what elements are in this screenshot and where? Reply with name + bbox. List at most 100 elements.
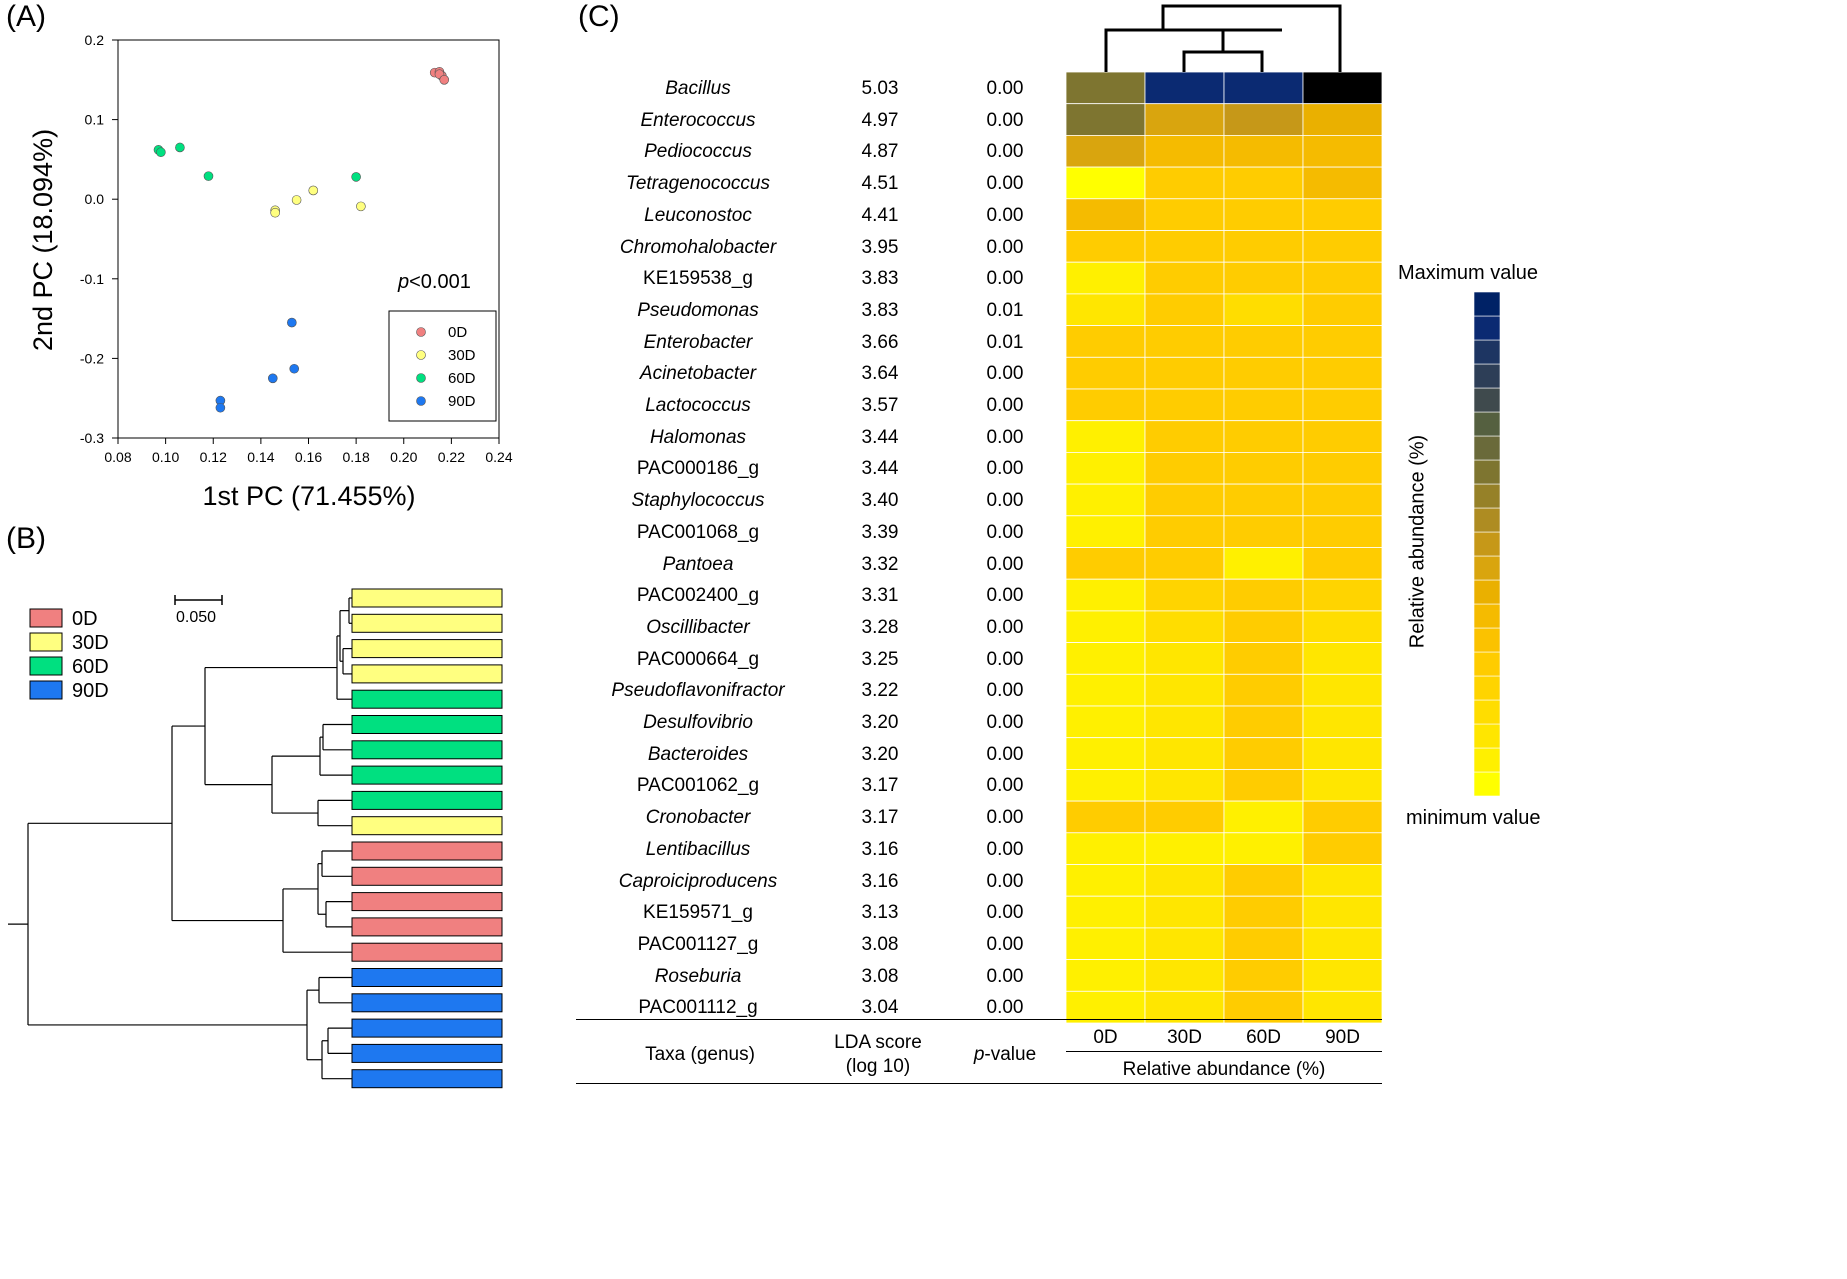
tree-leaf-60D	[351, 740, 503, 760]
pca-x-axis-label: 1st PC (71.455%)	[202, 481, 415, 511]
lda-score: 3.16	[861, 870, 899, 892]
lda-score: 3.44	[861, 458, 899, 480]
heatmap-cell	[1144, 800, 1225, 834]
heatmap-cell	[1144, 483, 1225, 517]
pca-scatter-chart: 0.08 0.10 0.12 0.14 0.16 0.18 0.20 0.22 0.24 0.2…	[28, 32, 513, 511]
lda-score: 3.83	[861, 299, 899, 321]
p-value: 0.00	[986, 490, 1024, 512]
taxon-label: Desulfovibrio	[643, 712, 753, 733]
p-value: 0.00	[986, 141, 1024, 163]
heatmap-cell	[1144, 166, 1225, 200]
heatmap-cell	[1223, 959, 1304, 992]
p-value: 0.00	[986, 712, 1024, 733]
scale-swatch	[1474, 315, 1500, 341]
tree-leaf-30D	[351, 588, 503, 608]
taxon-label: Bacteroides	[647, 743, 749, 765]
heatmap-cell	[1144, 927, 1225, 961]
pca-legend-label-90D: 90D	[448, 393, 476, 410]
taxon-label: Cronobacter	[645, 807, 751, 829]
lda-score: 3.40	[861, 490, 899, 512]
pca-p-value: p<0.001	[397, 271, 471, 293]
heatmap-cell	[1066, 864, 1146, 897]
taxon-label: KE159571_g	[643, 902, 753, 924]
heatmap-cell	[1302, 198, 1382, 231]
heatmap-cell	[1302, 483, 1382, 517]
lda-score: 3.08	[861, 933, 899, 955]
tree-leaf-90D	[351, 968, 503, 987]
p-value: 0.00	[986, 680, 1024, 702]
heatmap-cell	[1144, 959, 1225, 992]
heatmap-cell	[1302, 895, 1382, 929]
lda-score: 4.51	[861, 173, 899, 195]
heatmap-cell	[1302, 800, 1382, 834]
heatmap-cell	[1223, 72, 1304, 105]
tree-leaf-0D	[351, 841, 503, 861]
tree-leaf-60D	[351, 790, 503, 810]
pca-legend-box	[388, 310, 497, 422]
lda-score: 4.97	[861, 109, 899, 131]
scale-swatch	[1474, 292, 1500, 317]
lda-score: 3.25	[861, 648, 899, 670]
pca-x-tick-label: 0.16	[295, 449, 322, 465]
heatmap-cell	[1144, 705, 1225, 739]
heatmap-grid	[1066, 72, 1382, 1024]
heatmap-cell	[1144, 578, 1225, 612]
scale-swatch	[1474, 675, 1500, 701]
p-value: 0.00	[986, 616, 1024, 638]
heatmap-cell	[1223, 737, 1304, 770]
p-value: 0.00	[986, 965, 1024, 987]
taxon-label: PAC001068_g	[636, 521, 760, 543]
p-value: 0.00	[986, 870, 1024, 892]
tree-leaf-0D	[351, 942, 503, 962]
pca-x-tick-label: 0.22	[438, 449, 465, 465]
p-value: 0.00	[986, 173, 1024, 195]
tree-leaf-90D	[351, 1043, 503, 1063]
scale-swatch	[1474, 579, 1500, 605]
heatmap-cell	[1223, 356, 1304, 390]
heatmap-cell	[1066, 420, 1146, 453]
taxon-label: KE159538_g	[643, 268, 753, 290]
pca-legend-marker-90D	[416, 396, 426, 406]
taxon-label: Caproiciproducens	[618, 870, 778, 892]
heatmap-cell	[1066, 895, 1146, 929]
heatmap-cell	[1302, 166, 1382, 200]
heatmap-cell	[1066, 293, 1146, 326]
heatmap-cell	[1066, 483, 1146, 517]
scale-max-label: Maximum value	[1398, 262, 1539, 284]
pca-point-60D	[203, 171, 214, 181]
tree-leaf-30D	[351, 613, 503, 633]
heatmap-cell	[1223, 895, 1304, 929]
table-top-rule	[576, 1019, 1382, 1020]
lda-score: 3.04	[861, 997, 899, 1019]
scale-swatch	[1474, 555, 1500, 581]
tree-leaf-0D	[351, 917, 503, 937]
header-lda-line1: LDA score	[834, 1032, 922, 1053]
heatmap-cell	[1066, 927, 1146, 961]
heatmap-cell	[1223, 800, 1304, 834]
pca-y-tick-label: -0.3	[80, 430, 104, 446]
panel-label-a: (A)	[6, 0, 46, 33]
scale-swatch	[1474, 483, 1500, 509]
tree-leaf-90D	[351, 1069, 503, 1089]
lda-score: 5.03	[861, 78, 899, 99]
lda-score: 3.20	[861, 743, 899, 765]
lda-score: 3.20	[861, 712, 899, 733]
heatmap-cell	[1223, 864, 1304, 897]
heatmap-cell	[1302, 547, 1382, 580]
heatmap-cell	[1144, 356, 1225, 390]
heatmap-cell	[1302, 230, 1382, 263]
col-tree-branch-4	[1161, 4, 1342, 72]
heatmap-cell	[1144, 610, 1225, 644]
heatmap-cell	[1302, 673, 1382, 707]
heatmap-cell	[1223, 547, 1304, 580]
p-value: 0.01	[986, 299, 1024, 321]
heatmap-cell	[1302, 959, 1382, 992]
heatmap-cell	[1066, 673, 1146, 707]
pca-x-tick-label: 0.12	[200, 449, 227, 465]
heatmap-cell	[1223, 293, 1304, 326]
scale-min-label: minimum value	[1406, 807, 1541, 829]
heatmap-cell	[1144, 451, 1225, 485]
heatmap-cell	[1223, 515, 1304, 548]
p-value: 0.00	[986, 553, 1024, 575]
scale-swatch	[1474, 411, 1500, 437]
